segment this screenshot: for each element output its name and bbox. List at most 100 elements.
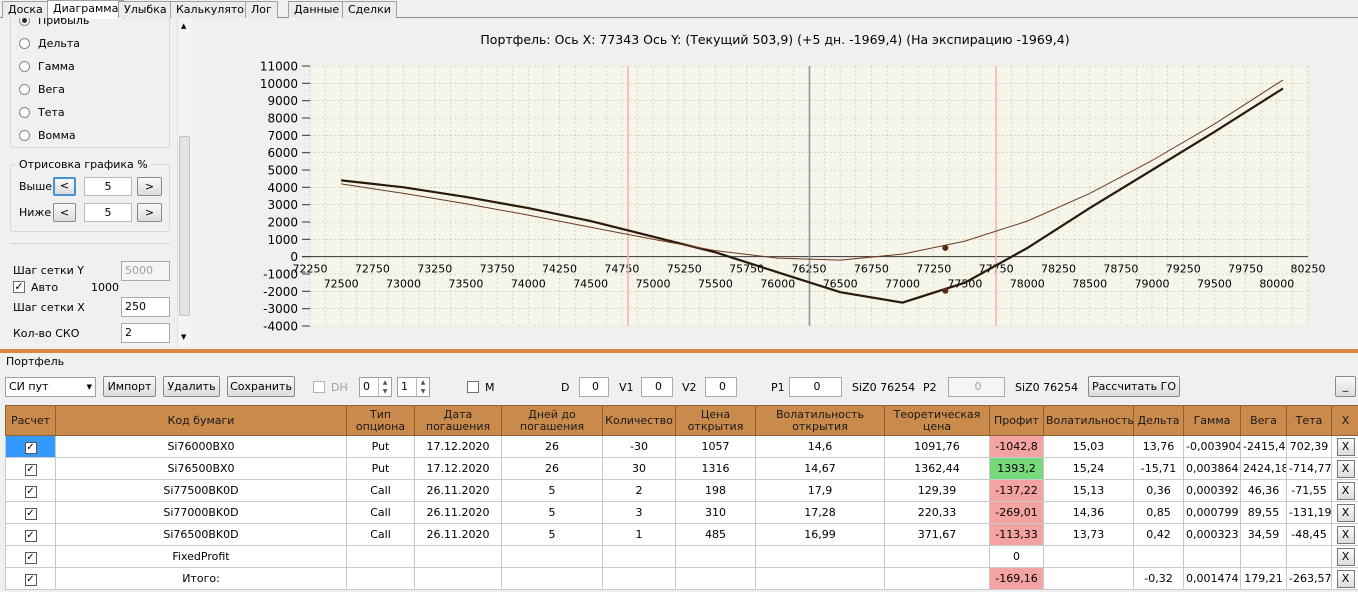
row-delete-button[interactable]: X [1336, 437, 1355, 456]
radio-1[interactable] [19, 38, 30, 49]
panel-splitter[interactable] [0, 349, 1358, 353]
table-row[interactable]: ✓ Si76500BX0 Put 17.12.2020 26 30 1316 14,67 136… [5, 457, 1358, 480]
grid-x-input[interactable]: 250 [121, 297, 170, 317]
row-calc-cell[interactable]: ✓ [5, 435, 56, 458]
minimize-button[interactable]: _ [1335, 376, 1356, 397]
table-cell [1043, 545, 1134, 568]
row-delete-button[interactable]: X [1336, 459, 1355, 478]
radio-5[interactable] [19, 130, 30, 141]
table-cell[interactable]: 2 [602, 479, 676, 502]
d-input[interactable]: 0 [579, 377, 609, 397]
table-row[interactable]: ✓ Si77500BK0D Call 26.11.2020 5 2 198 17,9 129,3… [5, 479, 1358, 502]
column-header-15[interactable]: X [1331, 405, 1358, 436]
spin1-input[interactable]: 0 ▲ ▼ [359, 377, 392, 397]
column-header-12[interactable]: Гамма [1183, 405, 1241, 436]
table-cell[interactable] [602, 545, 676, 568]
column-header-9[interactable]: Профит [989, 405, 1044, 436]
import-button[interactable]: Импорт [103, 376, 156, 397]
spin2-arrows-icon[interactable]: ▲ ▼ [416, 378, 429, 396]
portfolio-combo[interactable]: СИ пут [5, 377, 96, 397]
table-cell[interactable]: -30 [602, 435, 676, 458]
above-value[interactable]: 5 [84, 177, 132, 196]
scroll-down-icon[interactable]: ▼ [181, 333, 187, 341]
above-increase-button[interactable]: > [137, 177, 162, 196]
above-decrease-button[interactable]: < [53, 177, 76, 196]
radio-0[interactable] [19, 18, 30, 26]
x-tick-label: 73250 [417, 263, 452, 276]
scroll-thumb[interactable] [179, 136, 190, 316]
dh-checkbox[interactable] [313, 381, 325, 393]
row-delete-button[interactable]: X [1336, 525, 1355, 544]
tab-2[interactable]: Улыбка [118, 1, 173, 18]
column-header-1[interactable]: Код бумаги [55, 405, 347, 436]
table-cell[interactable]: 3 [602, 501, 676, 524]
table-cell[interactable]: 1 [602, 523, 676, 546]
column-header-13[interactable]: Вега [1240, 405, 1287, 436]
column-header-11[interactable]: Дельта [1133, 405, 1184, 436]
tab-6[interactable]: Сделки [342, 1, 397, 18]
calc-go-button[interactable]: Рассчитать ГО [1088, 376, 1180, 397]
column-header-14[interactable]: Тета [1286, 405, 1332, 436]
column-header-2[interactable]: Тип опциона [346, 405, 415, 436]
row-delete-button[interactable]: X [1336, 569, 1355, 588]
table-row[interactable]: ✓ Si77000BK0D Call 26.11.2020 5 3 310 17,28 220,… [5, 501, 1358, 524]
below-increase-button[interactable]: > [137, 203, 162, 222]
p1-input[interactable]: 0 [789, 377, 842, 397]
row-calc-checkbox[interactable]: ✓ [24, 529, 37, 542]
column-header-8[interactable]: Теоретическая цена [884, 405, 990, 436]
column-header-4[interactable]: Дней до погашения [501, 405, 603, 436]
row-delete-button[interactable]: X [1336, 481, 1355, 500]
column-header-6[interactable]: Цена открытия [675, 405, 756, 436]
row-calc-checkbox[interactable]: ✓ [24, 441, 37, 454]
sko-input[interactable]: 2 [121, 323, 170, 343]
table-cell [884, 567, 990, 590]
spin2-input[interactable]: 1 ▲ ▼ [397, 377, 430, 397]
left-panel-scrollbar[interactable]: ▲ ▼ [177, 18, 191, 347]
row-delete-button[interactable]: X [1336, 547, 1355, 566]
m-checkbox[interactable] [467, 381, 479, 393]
tab-5[interactable]: Данные [288, 1, 346, 18]
radio-3[interactable] [19, 84, 30, 95]
row-calc-cell[interactable]: ✓ [5, 545, 56, 568]
table-cell[interactable] [602, 567, 676, 590]
row-calc-cell[interactable]: ✓ [5, 457, 56, 480]
row-calc-checkbox[interactable]: ✓ [24, 485, 37, 498]
table-row[interactable]: ✓ Итого: -169,16 -0,32 0,001474 179,21 -263,57… [5, 567, 1358, 590]
radio-4[interactable] [19, 107, 30, 118]
tab-0[interactable]: Доска [2, 1, 49, 18]
below-decrease-button[interactable]: < [53, 203, 76, 222]
below-value[interactable]: 5 [84, 203, 132, 222]
p2-input[interactable]: 0 [948, 377, 1005, 397]
row-calc-checkbox[interactable]: ✓ [24, 573, 37, 586]
table-row[interactable]: ✓ Si76000BX0 Put 17.12.2020 26 -30 1057 14,6 109… [5, 435, 1358, 458]
tab-1[interactable]: Диаграмма [47, 0, 125, 19]
table-row[interactable]: ✓ FixedProfit 0 X [5, 545, 1358, 568]
row-calc-checkbox[interactable]: ✓ [24, 507, 37, 520]
row-calc-cell[interactable]: ✓ [5, 479, 56, 502]
row-calc-cell[interactable]: ✓ [5, 501, 56, 524]
table-row[interactable]: ✓ Si76500BK0D Call 26.11.2020 5 1 485 16,99 371,… [5, 523, 1358, 546]
tab-4[interactable]: Лог [245, 1, 278, 18]
scroll-up-icon[interactable]: ▲ [181, 22, 187, 30]
column-header-3[interactable]: Дата погашения [414, 405, 502, 436]
grid-y-input[interactable]: 5000 [121, 261, 170, 281]
row-delete-button[interactable]: X [1336, 503, 1355, 522]
tab-3[interactable]: Калькулятор [170, 1, 257, 18]
column-header-7[interactable]: Волатильность открытия [755, 405, 885, 436]
save-button[interactable]: Сохранить [227, 376, 295, 397]
row-calc-cell[interactable]: ✓ [5, 567, 56, 590]
row-calc-checkbox[interactable]: ✓ [24, 463, 37, 476]
auto-checkbox[interactable]: ✓ [13, 280, 25, 293]
column-header-0[interactable]: Расчет [5, 405, 56, 436]
column-header-5[interactable]: Количество [602, 405, 676, 436]
spin1-arrows-icon[interactable]: ▲ ▼ [378, 378, 391, 396]
table-cell[interactable]: 30 [602, 457, 676, 480]
v2-input[interactable]: 0 [705, 377, 737, 397]
v1-input[interactable]: 0 [641, 377, 673, 397]
row-calc-checkbox[interactable]: ✓ [24, 551, 37, 564]
delete-button[interactable]: Удалить [163, 376, 220, 397]
radio-2[interactable] [19, 61, 30, 72]
table-cell: -71,55 [1286, 479, 1332, 502]
row-calc-cell[interactable]: ✓ [5, 523, 56, 546]
column-header-10[interactable]: Волатильность [1043, 405, 1134, 436]
